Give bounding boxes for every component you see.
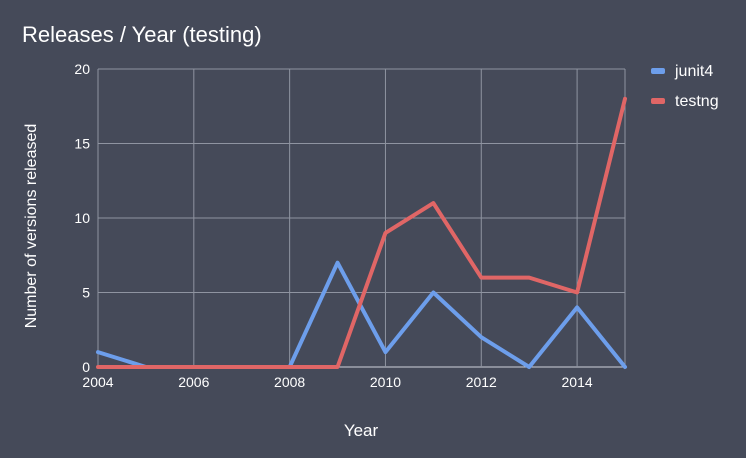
x-tick-label: 2012 [466,374,497,390]
x-tick-label: 2006 [178,374,209,390]
legend: junit4 testng [651,63,719,110]
y-tick-label: 15 [74,136,90,152]
x-tick-label: 2004 [82,374,113,390]
series-line-testng [96,96,627,369]
tick-labels: 0 5 10 15 20 2004 2006 2008 2010 2012 2014 [74,61,592,390]
series-line-junit4 [96,260,627,369]
legend-label-testng: testng [675,93,719,110]
series-lines [96,96,627,369]
y-tick-label: 0 [82,359,90,375]
x-axis-label: Year [344,421,379,440]
y-tick-label: 20 [74,61,90,77]
y-tick-label: 10 [74,210,90,226]
y-axis-label: Number of versions released [23,124,40,329]
legend-label-junit4: junit4 [674,63,713,80]
x-tick-label: 2010 [370,374,401,390]
y-tick-label: 5 [82,285,90,301]
gridlines [97,68,626,368]
legend-swatch-junit4 [651,68,665,74]
legend-swatch-testng [651,98,665,104]
chart-title: Releases / Year (testing) [22,22,262,47]
x-tick-label: 2008 [274,374,305,390]
x-tick-label: 2014 [562,374,593,390]
